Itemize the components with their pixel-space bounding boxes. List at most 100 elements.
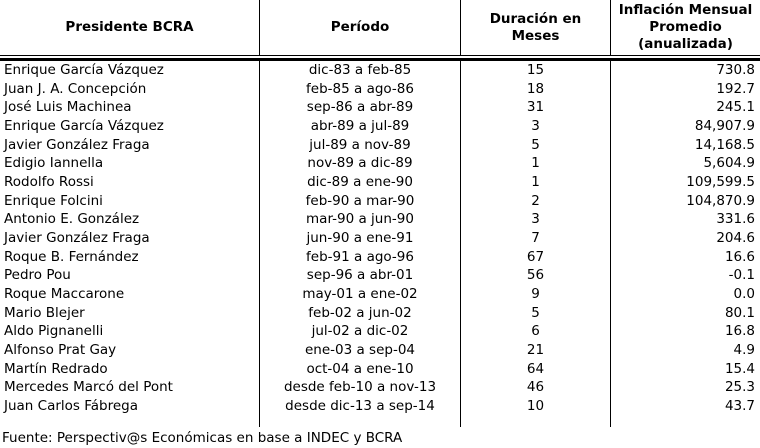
table-row: José Luis Machinea sep-86 a abr-89 31 24… xyxy=(0,98,760,118)
presidente-cell: Enrique García Vázquez xyxy=(4,118,164,135)
duracion-cell: 5 xyxy=(460,135,610,155)
header-divider-thin-rule xyxy=(0,55,760,56)
duracion-cell: 6 xyxy=(460,322,610,342)
presidente-cell: Juan Carlos Fábrega xyxy=(4,398,139,415)
table-row: Enrique García Vázquez dic-83 a feb-85 1… xyxy=(0,61,760,80)
table-row: Edigio Iannella nov-89 a dic-89 1 5,604.… xyxy=(0,154,760,174)
periodo-cell: sep-96 a abr-01 xyxy=(259,266,460,286)
tail-cell xyxy=(0,416,259,427)
column-header-label: Inflación Mensual xyxy=(618,2,753,18)
presidente-cell: Martín Redrado xyxy=(4,360,108,377)
duracion-cell: 15 xyxy=(460,61,610,80)
periodo-cell: nov-89 a dic-89 xyxy=(259,154,460,174)
duracion-cell: 10 xyxy=(460,397,610,416)
duracion-cell: 21 xyxy=(460,341,610,360)
duracion-cell: 7 xyxy=(460,229,610,248)
inflacion-cell: 25.3 xyxy=(610,378,760,398)
presidente-cell: Javier González Fraga xyxy=(4,230,150,247)
periodo-cell: dic-89 a ene-90 xyxy=(259,173,460,192)
presidente-cell: Enrique Folcini xyxy=(4,192,103,209)
presidente-cell: Rodolfo Rossi xyxy=(4,174,94,191)
duracion-cell: 1 xyxy=(460,154,610,174)
column-header-label: Período xyxy=(330,19,390,35)
duracion-cell: 1 xyxy=(460,173,610,192)
presidente-cell: Enrique García Vázquez xyxy=(4,62,164,78)
duracion-cell: 5 xyxy=(460,303,610,323)
inflacion-cell: 204.6 xyxy=(610,229,760,248)
source-note: Fuente: Perspectiv@s Económicas en base … xyxy=(2,429,403,446)
presidente-cell: Juan J. A. Concepción xyxy=(4,80,147,97)
duracion-cell: 9 xyxy=(460,285,610,304)
presidente-cell: Roque Maccarone xyxy=(4,286,125,303)
inflacion-cell: 192.7 xyxy=(610,79,760,99)
tail-cell xyxy=(610,415,760,427)
periodo-cell: dic-83 a feb-85 xyxy=(259,61,460,80)
duracion-cell: 18 xyxy=(460,79,610,99)
table-row: Enrique Folcini feb-90 a mar-90 2 104,87… xyxy=(0,191,760,211)
inflacion-cell: 0.0 xyxy=(610,285,760,304)
duracion-cell: 3 xyxy=(460,210,610,230)
inflacion-cell: 84,907.9 xyxy=(610,117,760,136)
table-row: Mercedes Marcó del Pont desde feb-10 a n… xyxy=(0,378,760,398)
periodo-cell: desde dic-13 a sep-14 xyxy=(259,397,460,416)
periodo-cell: feb-90 a mar-90 xyxy=(259,191,460,211)
inflacion-cell: 730.8 xyxy=(610,61,760,80)
table-row: Aldo Pignanelli jul-02 a dic-02 6 16.8 xyxy=(0,322,760,342)
duracion-cell: 31 xyxy=(460,98,610,118)
table-row: Antonio E. González mar-90 a jun-90 3 33… xyxy=(0,210,760,230)
table-row: Javier González Fraga jun-90 a ene-91 7 … xyxy=(0,229,760,248)
table-row: Pedro Pou sep-96 a abr-01 56 -0.1 xyxy=(0,266,760,286)
presidente-cell: Alfonso Prat Gay xyxy=(4,342,117,359)
periodo-cell: sep-86 a abr-89 xyxy=(259,98,460,118)
periodo-cell: desde feb-10 a nov-13 xyxy=(259,378,460,398)
inflacion-cell: 109,599.5 xyxy=(610,173,760,192)
periodo-cell: jul-89 a nov-89 xyxy=(259,135,460,155)
column-header-label: (anualizada) xyxy=(638,36,733,52)
presidente-cell: Antonio E. González xyxy=(4,211,140,228)
table-row: Javier González Fraga jul-89 a nov-89 5 … xyxy=(0,135,760,155)
presidente-cell: José Luis Machinea xyxy=(4,99,132,116)
column-header-periodo: Período xyxy=(259,0,460,55)
duracion-cell: 46 xyxy=(460,378,610,398)
inflacion-cell: 4.9 xyxy=(610,341,760,360)
column-header-label: Duración en xyxy=(489,10,582,27)
table-row: Juan J. A. Concepción feb-85 a ago-86 18… xyxy=(0,79,760,99)
table-row: Martín Redrado oct-04 a ene-10 64 15.4 xyxy=(0,359,760,379)
presidente-cell: Javier González Fraga xyxy=(4,136,150,153)
presidente-cell: Mercedes Marcó del Pont xyxy=(4,379,173,396)
table-row: Mario Blejer feb-02 a jun-02 5 80.1 xyxy=(0,303,760,323)
column-header-duracion: Duración en Meses xyxy=(460,0,610,55)
column-header-presidente: Presidente BCRA xyxy=(0,0,259,55)
table-row: Rodolfo Rossi dic-89 a ene-90 1 109,599.… xyxy=(0,173,760,192)
table-row: Roque Maccarone may-01 a ene-02 9 0.0 xyxy=(0,285,760,304)
periodo-cell: ene-03 a sep-04 xyxy=(259,341,460,360)
duracion-cell: 67 xyxy=(460,247,610,267)
inflacion-cell: -0.1 xyxy=(610,266,760,286)
inflacion-cell: 16.6 xyxy=(610,247,760,267)
inflacion-cell: 104,870.9 xyxy=(610,191,760,211)
presidente-cell: Mario Blejer xyxy=(4,304,85,321)
periodo-cell: oct-04 a ene-10 xyxy=(259,359,460,379)
table-row: Alfonso Prat Gay ene-03 a sep-04 21 4.9 xyxy=(0,341,760,360)
presidente-cell: Aldo Pignanelli xyxy=(4,323,104,340)
inflacion-cell: 5,604.9 xyxy=(610,154,760,174)
presidente-cell: Roque B. Fernández xyxy=(4,248,139,265)
periodo-cell: mar-90 a jun-90 xyxy=(259,210,460,230)
presidente-cell: Edigio Iannella xyxy=(4,155,104,172)
column-header-inflacion: Inflación Mensual Promedio (anualizada) xyxy=(610,0,760,55)
column-header-label: Meses xyxy=(511,27,560,44)
column-header-label: Presidente BCRA xyxy=(65,19,194,35)
periodo-cell: abr-89 a jul-89 xyxy=(259,117,460,136)
inflacion-cell: 14,168.5 xyxy=(610,135,760,155)
inflacion-cell: 15.4 xyxy=(610,359,760,379)
table-row: Enrique García Vázquez abr-89 a jul-89 3… xyxy=(0,117,760,136)
periodo-cell: feb-91 a ago-96 xyxy=(259,247,460,267)
table-row: Juan Carlos Fábrega desde dic-13 a sep-1… xyxy=(0,397,760,416)
header-divider-thick-rule xyxy=(0,58,760,61)
tail-cell xyxy=(460,415,610,427)
duracion-cell: 2 xyxy=(460,191,610,211)
duracion-cell: 3 xyxy=(460,117,610,136)
duracion-cell: 64 xyxy=(460,359,610,379)
inflacion-cell: 80.1 xyxy=(610,303,760,323)
